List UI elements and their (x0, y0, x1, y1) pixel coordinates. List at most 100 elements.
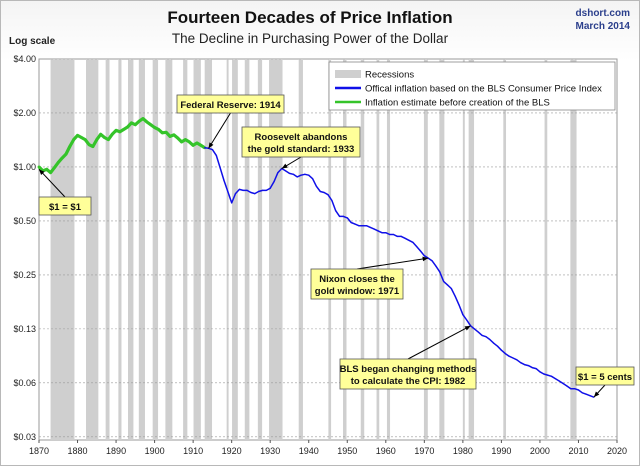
data-point-bls-1957 (373, 228, 375, 230)
data-point-bls-1923 (242, 189, 244, 191)
data-point-bls-1924 (246, 189, 248, 191)
data-point-bls-1979 (458, 304, 460, 306)
data-point-estimate-1891 (118, 130, 122, 134)
x-tick-label-1: 1880 (68, 446, 88, 456)
data-point-bls-1991 (504, 352, 506, 355)
y-tick-label-0: $4.00 (13, 54, 36, 64)
data-point-bls-1978 (454, 295, 456, 297)
callout-arrowhead-roosevelt (281, 163, 288, 169)
callout-text-roosevelt-1: the gold standard: 1933 (248, 144, 355, 155)
recession-band-4 (128, 59, 134, 440)
x-tick-label-14: 2010 (568, 446, 588, 456)
recession-band-0 (50, 59, 75, 440)
data-point-estimate-1878 (68, 145, 72, 148)
data-point-bls-1999 (535, 368, 537, 370)
x-tick-label-4: 1910 (183, 446, 203, 456)
data-point-estimate-1905 (172, 133, 176, 137)
callout-arrow-nixon (356, 257, 429, 270)
data-point-bls-1916 (215, 154, 217, 156)
data-point-bls-1980 (462, 314, 464, 316)
data-point-bls-1949 (342, 215, 345, 217)
x-tick-label-12: 1990 (491, 446, 511, 456)
chart-subtitle: The Decline in Purchasing Power of the D… (172, 31, 449, 46)
data-point-estimate-1877 (64, 152, 68, 156)
recession-band-7 (165, 59, 173, 440)
data-point-bls-1965 (404, 237, 406, 239)
x-tick-label-7: 1940 (299, 446, 319, 456)
data-point-bls-1938 (300, 174, 302, 176)
data-point-estimate-1899 (149, 123, 153, 127)
data-point-estimate-1893 (126, 125, 130, 129)
data-point-bls-1998 (531, 367, 533, 369)
x-tick-label-8: 1950 (337, 446, 357, 456)
data-point-bls-1959 (381, 232, 383, 234)
data-point-bls-1983 (473, 328, 476, 330)
data-point-bls-2012 (585, 393, 587, 395)
data-point-bls-1948 (338, 215, 341, 217)
x-tick-label-6: 1930 (260, 446, 280, 456)
x-tick-label-10: 1970 (414, 446, 434, 456)
data-point-bls-1963 (396, 235, 398, 237)
callout-box-nixon (310, 268, 404, 300)
data-point-bls-1918 (223, 179, 225, 182)
data-point-bls-2007 (566, 385, 568, 387)
data-point-bls-1981 (466, 319, 468, 321)
data-point-bls-1940 (308, 174, 310, 176)
plot-background (38, 58, 618, 441)
data-point-bls-1989 (496, 345, 499, 347)
data-point-bls-1996 (523, 364, 526, 366)
recession-band-6 (152, 59, 159, 440)
data-point-bls-1964 (400, 235, 402, 237)
data-point-bls-1941 (311, 178, 314, 180)
data-point-bls-2009 (574, 388, 576, 390)
callout-text-roosevelt-0: Roosevelt abandons (255, 132, 348, 143)
recession-band-20 (376, 59, 380, 440)
recession-band-21 (386, 59, 391, 440)
recession-band-2 (105, 59, 110, 440)
x-tick-label-15: 2020 (607, 446, 627, 456)
recession-band-17 (328, 59, 332, 440)
data-point-estimate-1910 (191, 143, 195, 147)
recession-band-12 (232, 59, 238, 440)
data-point-bls-1992 (508, 355, 510, 357)
data-point-estimate-1894 (130, 121, 133, 125)
recession-band-26 (503, 59, 507, 440)
x-tick-label-11: 1980 (453, 446, 473, 456)
data-point-estimate-1904 (168, 135, 172, 138)
callout-arrow-dollar (38, 168, 66, 198)
data-point-bls-1925 (250, 191, 252, 194)
data-point-bls-2000 (539, 371, 541, 373)
data-point-bls-1926 (254, 193, 256, 195)
x-tick-label-9: 1960 (376, 446, 396, 456)
callout-text-nixon-0: Nixon closes the (319, 274, 395, 285)
data-point-estimate-1882 (83, 138, 87, 142)
data-point-bls-1994 (516, 359, 518, 361)
data-point-estimate-1907 (180, 140, 183, 144)
data-point-bls-1930 (269, 187, 271, 189)
recession-band-24 (462, 59, 465, 440)
data-point-bls-1967 (412, 241, 414, 243)
recession-band-18 (343, 59, 347, 440)
data-point-bls-1931 (273, 180, 275, 183)
y-tick-label-6: $0.06 (13, 378, 36, 388)
data-point-bls-1985 (481, 334, 483, 336)
callout-text-bls-1: to calculate the CPI: 1982 (351, 376, 466, 387)
x-tick-label-0: 1870 (29, 446, 49, 456)
data-point-bls-2006 (562, 382, 564, 385)
data-point-bls-1943 (319, 190, 321, 193)
callout-box-cents (575, 366, 635, 386)
data-point-bls-1960 (385, 232, 387, 234)
data-point-bls-1928 (261, 189, 264, 191)
y-tick-label-4: $0.25 (13, 270, 36, 280)
callout-text-fed-0: Federal Reserve: 1914 (180, 100, 281, 111)
data-point-bls-1920 (231, 202, 233, 204)
recession-band-1 (86, 59, 99, 440)
axes: $4.00 $2.00 $1.00 $0.50 $0.25 $0.13 $0.06 $0.03… (13, 54, 627, 456)
data-point-estimate-1879 (72, 138, 76, 142)
data-point-bls-2011 (581, 392, 583, 394)
data-point-estimate-1897 (141, 117, 145, 121)
data-point-estimate-1909 (187, 140, 191, 144)
data-point-bls-1937 (296, 176, 298, 178)
data-point-bls-1968 (416, 245, 418, 248)
data-point-bls-2013 (589, 395, 591, 397)
